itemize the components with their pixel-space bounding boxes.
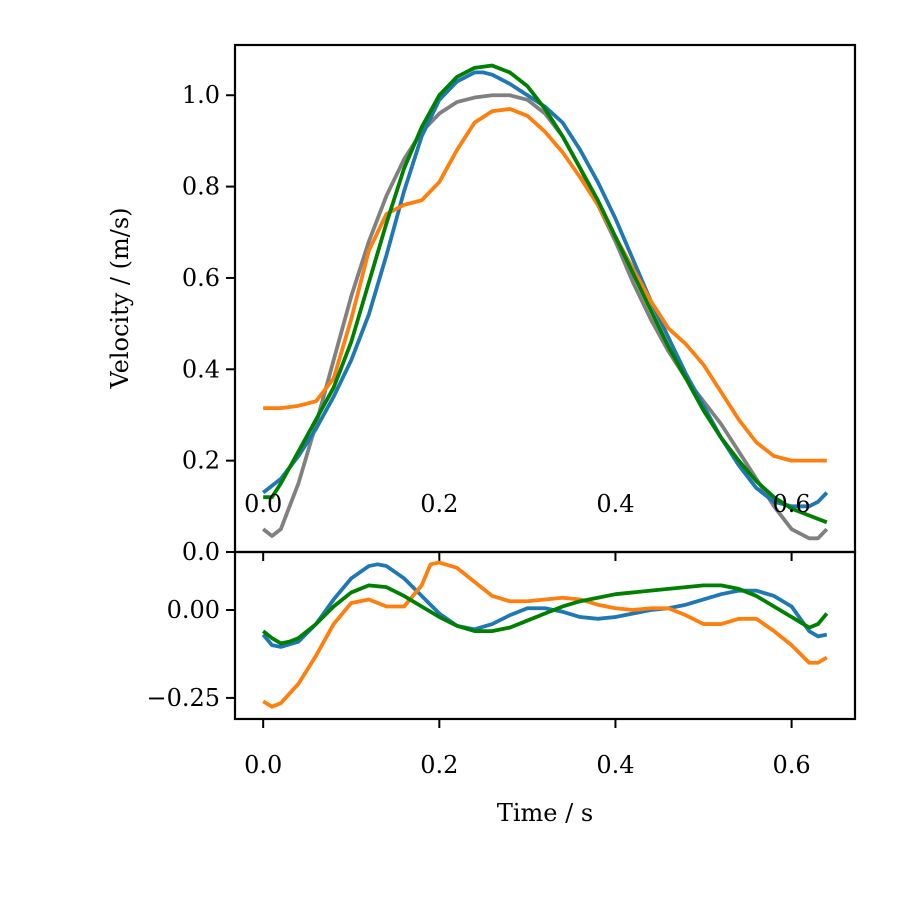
bottom-y-tick-label: 0.00 xyxy=(167,596,220,624)
bottom-ticks-group: 0.0 0.2 0.4 0.6 0.00 −0.25 xyxy=(146,596,810,779)
top-ticks-group: 0.0 0.2 0.4 0.6 0.0 0.2 0.4 0.6 0.8 1.0 xyxy=(182,81,811,566)
top-series-group xyxy=(262,63,829,541)
top-line-reference xyxy=(262,93,829,541)
top-line-series-2 xyxy=(263,107,827,463)
x-axis-label: Time / s xyxy=(497,799,593,827)
top-y-tick-label: 0.4 xyxy=(182,355,220,383)
bottom-plot-frame xyxy=(233,550,857,721)
top-y-tick-label: 0.8 xyxy=(182,173,220,201)
top-line-series-3 xyxy=(263,63,828,525)
top-y-tick-label: 0.0 xyxy=(182,538,220,566)
bottom-series-group xyxy=(261,560,829,709)
bottom-x-tick-label: 0.0 xyxy=(244,751,282,779)
top-y-tick-label: 0.6 xyxy=(182,264,220,292)
top-y-tick-label: 0.2 xyxy=(182,447,220,475)
bottom-line-series-2 xyxy=(262,560,828,709)
top-x-tick-label: 0.2 xyxy=(420,490,458,518)
top-y-tick-label: 1.0 xyxy=(182,81,220,109)
bottom-panel: 0.0 0.2 0.4 0.6 0.00 −0.25 Time / s xyxy=(146,550,857,827)
top-panel: 0.0 0.2 0.4 0.6 0.0 0.2 0.4 0.6 0.8 1.0 Velocity … xyxy=(106,43,857,566)
top-y-axis-label: Velocity / (m/s) xyxy=(106,207,134,389)
bottom-line-series-3 xyxy=(261,583,829,646)
bottom-x-tick-label: 0.4 xyxy=(596,751,634,779)
bottom-y-tick-label: −0.25 xyxy=(146,684,220,712)
bottom-x-tick-label: 0.2 xyxy=(420,751,458,779)
top-x-tick-label: 0.0 xyxy=(244,490,282,518)
top-x-tick-label: 0.6 xyxy=(773,490,811,518)
bottom-x-tick-label: 0.6 xyxy=(773,751,811,779)
top-x-tick-label: 0.4 xyxy=(596,490,634,518)
